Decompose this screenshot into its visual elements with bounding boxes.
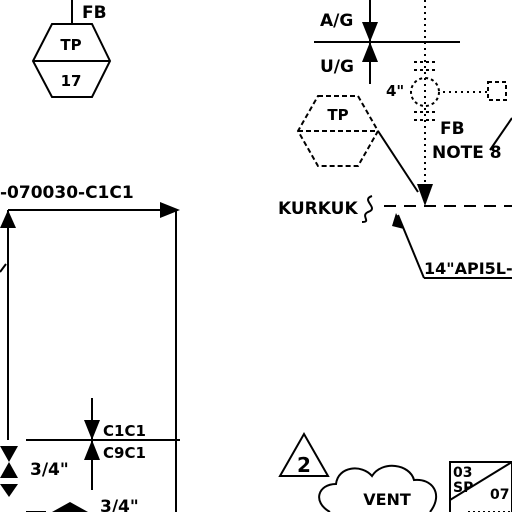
tp-leader-line	[377, 130, 419, 193]
tp-left-bottom-label: 17	[61, 72, 82, 90]
spec-label: 14"API5L-	[424, 259, 512, 278]
tag-box-diagonal	[449, 461, 512, 501]
size-label-4in: 4"	[386, 82, 404, 100]
dotted-circle-icon	[410, 77, 440, 107]
ug-arrow-up-icon	[362, 42, 378, 62]
pipe-break-icon	[361, 195, 373, 223]
line-number-label: -070030-C1C1	[0, 183, 134, 203]
reducer-icon	[52, 502, 88, 512]
class-break-arrow-down-icon	[84, 420, 100, 440]
size-label-3-4-b: 3/4"	[100, 497, 139, 512]
revision-triangle-icon	[278, 431, 330, 477]
tag-top-label: 03	[453, 465, 472, 481]
fb-label-right: FB	[440, 119, 465, 139]
spec-leader-line	[397, 214, 425, 279]
spec-arrow-icon	[392, 213, 404, 229]
tag-box	[449, 461, 512, 517]
note-label: NOTE 8	[432, 143, 502, 163]
fb-label-top: FB	[82, 3, 107, 23]
flow-arrow-right-icon	[160, 202, 180, 218]
vent-cloud-icon	[318, 465, 437, 513]
valve2-upper-half-icon	[0, 484, 18, 497]
valve-lower-half-icon	[0, 462, 18, 478]
class-upper-label: C1C1	[103, 422, 146, 440]
class-lower-label: C9C1	[103, 444, 146, 462]
flow-arrow-up-icon	[0, 210, 16, 228]
tp-right-top-label: TP	[327, 106, 348, 124]
size-label-3-4-a: 3/4"	[30, 460, 69, 480]
valve-upper-half-icon	[0, 446, 18, 462]
note-leader-line	[489, 117, 512, 151]
revision-number-label: 2	[297, 453, 311, 477]
ag-arrow-down-icon	[362, 22, 378, 42]
dashed-box-icon	[487, 81, 507, 101]
ag-label: A/G	[320, 11, 353, 31]
instrument-arrow-down-icon	[417, 184, 433, 206]
class-break-arrow-up-icon	[84, 440, 100, 460]
ug-label: U/G	[320, 57, 354, 77]
vent-label: VENT	[363, 490, 411, 509]
kurkuk-label: KURKUK	[278, 199, 358, 219]
tp-left-top-label: TP	[60, 36, 81, 54]
tag-side-label: 07	[490, 487, 509, 503]
tag-mid-label: SP	[453, 480, 473, 496]
branch-tick	[0, 263, 7, 273]
